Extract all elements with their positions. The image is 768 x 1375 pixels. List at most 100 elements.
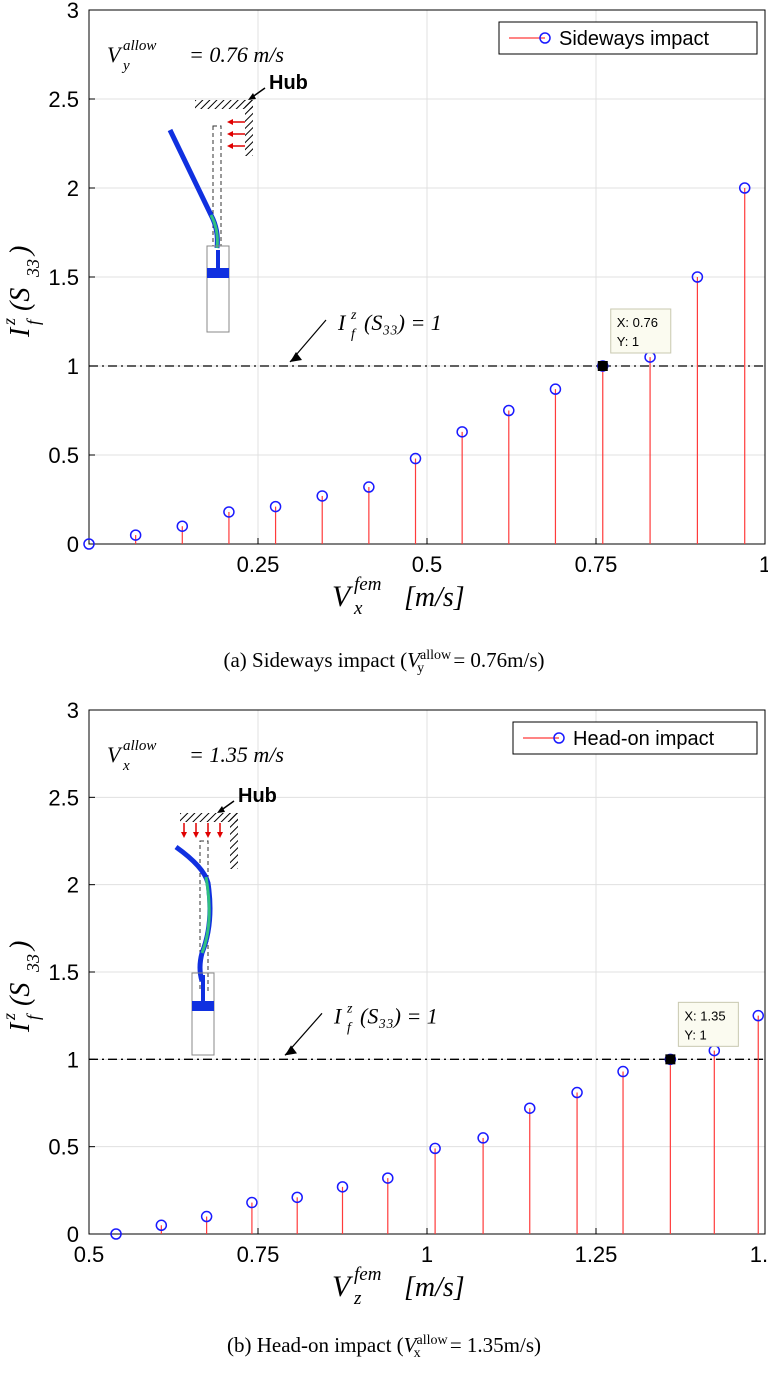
chart-a-undeformed-beam	[212, 125, 222, 247]
chart-b-stress-region	[200, 876, 211, 954]
chart-b-marker-5	[336, 1181, 349, 1193]
chart-b-marker-9	[524, 1102, 536, 1114]
chart-a-ytick-label-5: 2.5	[48, 87, 79, 112]
chart-b-ylabel-base: I	[5, 1021, 36, 1033]
chart-a-ylabel-sup: z	[0, 318, 19, 326]
chart-b-xtick-label-2: 1	[421, 1242, 433, 1267]
chart-a-threshold-sub: f	[351, 327, 357, 342]
chart-b-xlabel-sup: fem	[354, 1264, 381, 1285]
panel-b-headon: 0.50.7511.251.500.511.522.53Vfemz[m/s]Iz…	[0, 698, 768, 1375]
chart-b-ytick-label-2: 1	[67, 1047, 79, 1072]
chart-a-ylabel-base: I	[5, 326, 36, 338]
chart-b-marker-3	[246, 1196, 258, 1209]
chart-b-threshold-sup: z	[346, 1001, 353, 1016]
chart-a-gripper-block	[207, 268, 229, 278]
chart-a-xlabel-sub: x	[353, 598, 363, 619]
chart-b-xlabel-sub: z	[353, 1288, 362, 1309]
chart-b-marker-6	[382, 1172, 394, 1184]
chart-b-marker-7	[429, 1142, 441, 1155]
chart-b: 0.50.7511.251.500.511.522.53Vfemz[m/s]Iz…	[0, 698, 768, 1309]
chart-a-hub-arrowhead	[248, 93, 256, 100]
chart-a-xlabel-sup: fem	[354, 574, 381, 595]
chart-b-threshold-base: I	[333, 1003, 343, 1028]
chart-b-ytick-label-6: 3	[67, 698, 79, 723]
caption-a-sub: y	[417, 661, 425, 677]
chart-a-xlabel-unit: [m/s]	[404, 582, 465, 613]
chart-b-xtick-label-3: 1.25	[575, 1242, 618, 1267]
chart-b-ytick-label-0: 0	[67, 1222, 79, 1247]
chart-b-marker-2	[200, 1210, 213, 1223]
chart-a-marker-0	[83, 538, 95, 550]
chart-a-ylabel-arg-end: )	[5, 246, 36, 257]
chart-a-deformed-beam	[167, 128, 220, 249]
chart-a-ylabel-arg-sub: 33	[23, 259, 43, 278]
chart-b-xlabel-unit: [m/s]	[404, 1272, 465, 1303]
chart-b-ytick-label-3: 1.5	[48, 960, 79, 985]
chart-a-ytick-label-1: 0.5	[48, 443, 79, 468]
chart-b-ylabel-arg: (S	[5, 983, 36, 1006]
chart-a-allow-base: V	[107, 42, 123, 67]
chart-a-ytick-label-3: 1.5	[48, 265, 79, 290]
chart-b-threshold-sub: f	[347, 1020, 353, 1035]
chart-a-allow-sub: y	[121, 58, 130, 74]
chart-a-hub-side	[245, 100, 253, 156]
chart-a-force-head-2	[227, 143, 233, 149]
chart-a-marker-9	[503, 404, 515, 417]
chart-b-ylabel-sub: f	[23, 1012, 43, 1020]
chart-b-hub-side	[230, 813, 238, 869]
caption-a-suffix: = 0.76m/s)	[448, 648, 545, 672]
chart-b-force-head-1	[193, 832, 199, 838]
caption-a-prefix: (a) Sideways impact (	[223, 648, 408, 672]
chart-b-ylabel-sup: z	[0, 1013, 19, 1021]
caption-a-base: V	[407, 648, 420, 672]
chart-b-ytick-label-5: 2.5	[48, 785, 79, 810]
chart-a-stress-region	[209, 214, 219, 249]
chart-a-marker-13	[691, 271, 704, 283]
chart-b-threshold-rest: (S₃₃) = 1	[360, 1003, 438, 1028]
chart-b-datatip: X: 1.35 Y: 1	[677, 1001, 739, 1047]
chart-b-marker-4	[291, 1191, 303, 1204]
chart-b-legend-text: Head-on impact	[573, 728, 715, 750]
chart-a-inset-schematic: Hub	[167, 72, 308, 333]
caption-b: (b) Head-on impact (Vallowx = 1.35m/s)	[0, 1333, 768, 1362]
chart-b-datatip-x: X: 1.35	[684, 1008, 725, 1023]
chart-a-marker-6	[363, 481, 375, 493]
chart-a-ylabel-arg: (S	[5, 288, 36, 311]
caption-b-prefix: (b) Head-on impact (	[226, 1333, 404, 1357]
caption-b-suffix: = 1.35m/s)	[444, 1333, 542, 1357]
chart-b-gripper-box	[191, 972, 215, 1056]
chart-b-force-head-0	[181, 832, 187, 838]
chart-b-gripper-block	[192, 1001, 214, 1011]
chart-a-marker-1	[129, 529, 142, 541]
chart-b-series	[110, 1009, 764, 1240]
chart-a-xtick-label-2: 0.75	[575, 552, 618, 577]
chart-a-legend-text: Sideways impact	[559, 28, 710, 50]
chart-a-xtick-label-3: 1	[759, 552, 768, 577]
chart-a-hub-top	[195, 100, 253, 109]
chart-b-ylabel-arg-end: )	[5, 941, 36, 952]
chart-a-marker-5	[316, 490, 328, 502]
chart-a-marker-8	[456, 426, 468, 438]
chart-b-force-head-3	[217, 832, 223, 838]
chart-b-marker-0	[110, 1228, 122, 1240]
chart-b-marker-11	[617, 1065, 629, 1078]
chart-b-hub-top	[180, 813, 238, 822]
chart-b-force-head-2	[205, 832, 211, 838]
chart-a-ytick-label-2: 1	[67, 354, 79, 379]
chart-a-threshold-sup: z	[350, 308, 357, 323]
chart-a-xlabel-base: V	[332, 580, 354, 613]
chart-a-marker-14	[738, 182, 751, 194]
chart-a-datatip-box	[610, 308, 672, 354]
chart-b-ylabel: Iz f (S 33)	[0, 941, 43, 1033]
chart-b-marker-1	[155, 1219, 168, 1232]
chart-a-force-head-0	[227, 119, 233, 125]
chart-a-xtick-label-1: 0.5	[412, 552, 443, 577]
chart-b-deformed-beam	[174, 844, 213, 982]
chart-b-ytick-label-1: 0.5	[48, 1135, 79, 1160]
chart-b-legend-marker	[553, 732, 565, 744]
